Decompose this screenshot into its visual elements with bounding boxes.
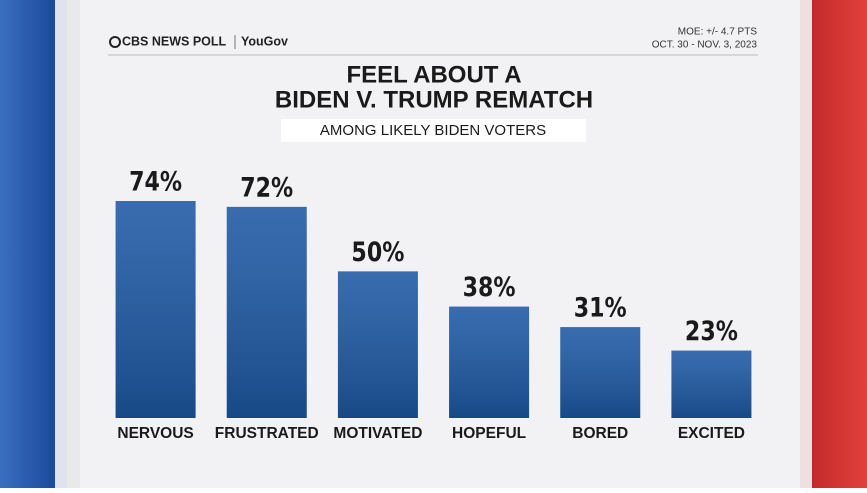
data-label: 74% — [129, 166, 182, 198]
data-label: 50% — [351, 236, 404, 268]
partner: YouGov — [241, 34, 288, 48]
brand: CBS NEWS POLL — [122, 34, 227, 48]
data-label: 72% — [240, 171, 293, 203]
bar-shade — [449, 306, 530, 418]
x-tick-label: HOPEFUL — [452, 425, 526, 442]
x-tick-label: BORED — [572, 425, 628, 442]
bar-shade — [560, 327, 641, 418]
bar-shade — [337, 271, 418, 418]
title-line: FEEL ABOUT A — [346, 61, 521, 88]
left-stripe — [0, 0, 55, 488]
cbs-eye — [109, 36, 121, 48]
dates: OCT. 30 - NOV. 3, 2023 — [652, 40, 758, 51]
subtitle: AMONG LIKELY BIDEN VOTERS — [320, 122, 546, 139]
bar-shade — [115, 201, 196, 418]
x-tick-label: FRUSTRATED — [215, 425, 319, 442]
data-label: 31% — [574, 292, 627, 324]
x-tick-label: MOTIVATED — [333, 425, 422, 442]
subtitle-box — [281, 119, 586, 142]
bar-shade — [671, 350, 752, 418]
data-label: 23% — [685, 315, 738, 347]
data-label: 38% — [463, 271, 516, 303]
title-line: BIDEN V. TRUMP REMATCH — [275, 86, 593, 113]
right-stripe — [812, 0, 867, 488]
moe: MOE: +/- 4.7 PTS — [678, 27, 758, 38]
x-tick-label: EXCITED — [678, 425, 745, 442]
x-tick-label: NERVOUS — [117, 425, 193, 442]
right-edge — [800, 0, 812, 488]
bar-shade — [226, 206, 307, 418]
left-edge — [55, 0, 67, 488]
